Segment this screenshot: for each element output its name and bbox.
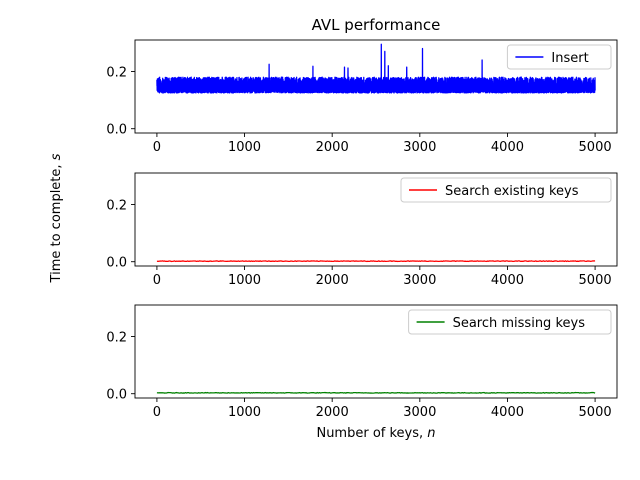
chart-title: AVL performance — [312, 16, 441, 34]
axes-frame — [134, 39, 618, 134]
x-tick-label: 1000 — [228, 405, 261, 420]
panel-1: 0 1000 2000 3000 4000 5000 0.0 0.2 Insert — [106, 39, 618, 155]
x-tick-label: 5000 — [579, 405, 612, 420]
x-tick-label: 4000 — [491, 405, 524, 420]
y-tick-label: 0.0 — [106, 123, 127, 138]
x-tick-label: 0 — [153, 140, 161, 155]
series-line — [156, 43, 596, 94]
x-tick-label: 3000 — [403, 140, 436, 155]
legend-box — [506, 44, 612, 70]
x-tick-label: 2000 — [316, 405, 349, 420]
axes-frame — [134, 172, 618, 267]
panel-2: 0 1000 2000 3000 4000 5000 0.0 0.2 Search existi… — [106, 172, 618, 288]
series-line — [156, 260, 596, 263]
series-line — [156, 391, 596, 394]
x-tick-label: 4000 — [491, 273, 524, 288]
panel-3: 0 1000 2000 3000 4000 5000 0.0 0.2 Search missin… — [106, 304, 618, 420]
y-axis-label-var: s — [49, 153, 64, 160]
x-axis-label-var: n — [427, 426, 435, 441]
x-tick-label: 0 — [153, 273, 161, 288]
x-tick-label: 2000 — [316, 140, 349, 155]
x-tick-label: 3000 — [403, 273, 436, 288]
x-axis-label-text: Number of keys, — [316, 426, 427, 441]
legend-label: Search existing keys — [445, 184, 579, 199]
y-tick-label: 0.0 — [106, 256, 127, 271]
panels: 0 1000 2000 3000 4000 5000 0.0 0.2 Insert 0 1000 20… — [106, 39, 618, 420]
y-tick-label: 0.2 — [106, 330, 127, 345]
x-tick-label: 2000 — [316, 273, 349, 288]
axes-frame — [134, 304, 618, 399]
x-tick-label: 5000 — [579, 140, 612, 155]
x-tick-label: 4000 — [491, 140, 524, 155]
legend-label: Insert — [551, 51, 588, 66]
legend-box — [408, 309, 612, 335]
x-axis-label: Number of keys, n — [316, 426, 435, 441]
legend-box — [400, 177, 612, 203]
legend-label: Search missing keys — [453, 316, 586, 331]
x-tick-label: 0 — [153, 405, 161, 420]
x-tick-label: 1000 — [228, 140, 261, 155]
y-axis-label-text: Time to complete, — [49, 160, 64, 283]
y-tick-label: 0.0 — [106, 388, 127, 403]
y-tick-label: 0.2 — [106, 198, 127, 213]
y-axis-label: Time to complete, s — [49, 153, 64, 283]
x-tick-label: 5000 — [579, 273, 612, 288]
x-tick-label: 3000 — [403, 405, 436, 420]
x-tick-label: 1000 — [228, 273, 261, 288]
y-tick-label: 0.2 — [106, 65, 127, 80]
